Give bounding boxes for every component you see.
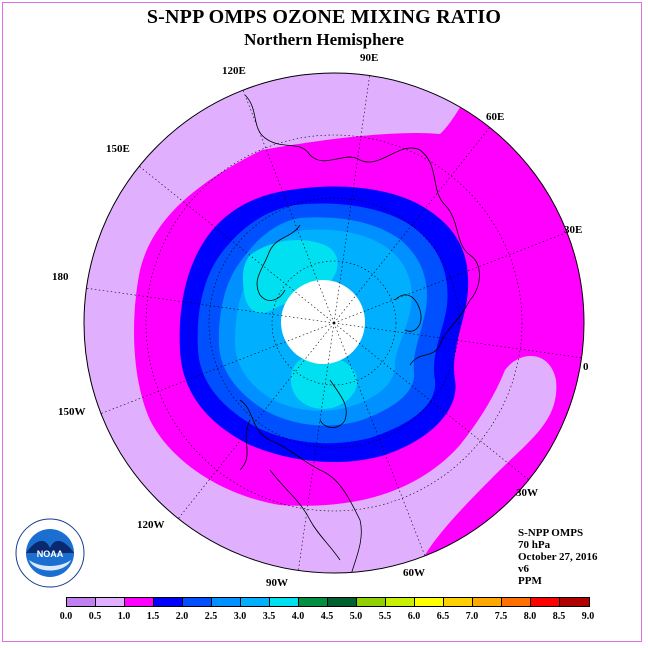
color-swatch — [183, 598, 212, 606]
noaa-logo: NOAA — [15, 518, 85, 588]
color-swatch — [96, 598, 125, 606]
ozone-field — [84, 73, 584, 573]
color-swatch — [502, 598, 531, 606]
color-scale-tick: 2.5 — [204, 611, 218, 622]
color-scale-tick: 5.0 — [349, 611, 363, 622]
color-scale-tick: 1.5 — [146, 611, 160, 622]
lon-label-30w: 30W — [516, 487, 538, 499]
color-swatch — [415, 598, 444, 606]
lon-label-150w: 150W — [58, 406, 86, 418]
map-subtitle: Northern Hemisphere — [244, 30, 404, 49]
lon-label-60e: 60E — [486, 111, 504, 123]
info-version: v6 — [518, 563, 529, 575]
color-swatch — [386, 598, 415, 606]
lon-label-180: 180 — [52, 271, 69, 283]
color-scale-tick: 9.0 — [581, 611, 595, 622]
lon-label-30e: 30E — [564, 224, 582, 236]
color-scale-tick: 6.0 — [407, 611, 421, 622]
lon-label-90e: 90E — [360, 52, 378, 64]
color-swatch — [473, 598, 502, 606]
color-scale-tick: 6.5 — [436, 611, 450, 622]
color-swatch — [299, 598, 328, 606]
graticule — [84, 73, 584, 573]
info-level: 70 hPa — [518, 539, 551, 551]
color-scale-tick: 5.5 — [378, 611, 392, 622]
map-title: S-NPP OMPS OZONE MIXING RATIO — [146, 6, 502, 28]
color-swatch — [328, 598, 357, 606]
lon-label-120w: 120W — [137, 519, 165, 531]
coastlines — [239, 94, 480, 573]
info-units: PPM — [518, 575, 542, 587]
color-scale-tick: 7.5 — [494, 611, 508, 622]
color-scale-ticks: 0.0 0.5 1.0 1.5 2.0 2.5 3.0 3.5 4.0 4.5 5.0 5.5 6.0 6… — [0, 611, 648, 625]
lon-label-60w: 60W — [403, 567, 425, 579]
lon-label-120e: 120E — [222, 65, 246, 77]
color-swatch — [560, 598, 589, 606]
color-scale-tick: 0.5 — [88, 611, 102, 622]
logo-text: NOAA — [37, 549, 64, 559]
color-scale-tick: 3.5 — [262, 611, 276, 622]
color-scale-tick: 3.0 — [233, 611, 247, 622]
disk-outline — [83, 72, 585, 574]
lon-label-90w: 90W — [266, 577, 288, 589]
image-frame — [2, 2, 642, 642]
color-swatch — [270, 598, 299, 606]
color-swatch — [531, 598, 560, 606]
color-scale-tick: 1.0 — [117, 611, 131, 622]
color-scale-tick: 0.0 — [59, 611, 73, 622]
info-instrument: S-NPP OMPS — [518, 527, 584, 539]
color-swatch — [154, 598, 183, 606]
color-scale-tick: 4.0 — [291, 611, 305, 622]
polar-no-data — [281, 280, 365, 364]
color-swatch — [125, 598, 154, 606]
lon-label-0: 0 — [583, 361, 589, 373]
color-scale-tick: 4.5 — [320, 611, 334, 622]
color-scale-tick: 8.0 — [523, 611, 537, 622]
color-swatch — [444, 598, 473, 606]
color-swatch — [67, 598, 96, 606]
lon-label-150e: 150E — [106, 143, 130, 155]
color-scale-tick: 8.5 — [552, 611, 566, 622]
info-date: October 27, 2016 — [518, 551, 598, 563]
longitude-labels: 90E 60E 30E 0 30W 60W 90W 120W 150W 180 … — [52, 52, 589, 589]
color-swatch — [212, 598, 241, 606]
color-swatch — [241, 598, 270, 606]
color-scale-tick: 7.0 — [465, 611, 479, 622]
color-swatch — [357, 598, 386, 606]
color-scale-bar — [66, 597, 590, 607]
color-scale-tick: 2.0 — [175, 611, 189, 622]
